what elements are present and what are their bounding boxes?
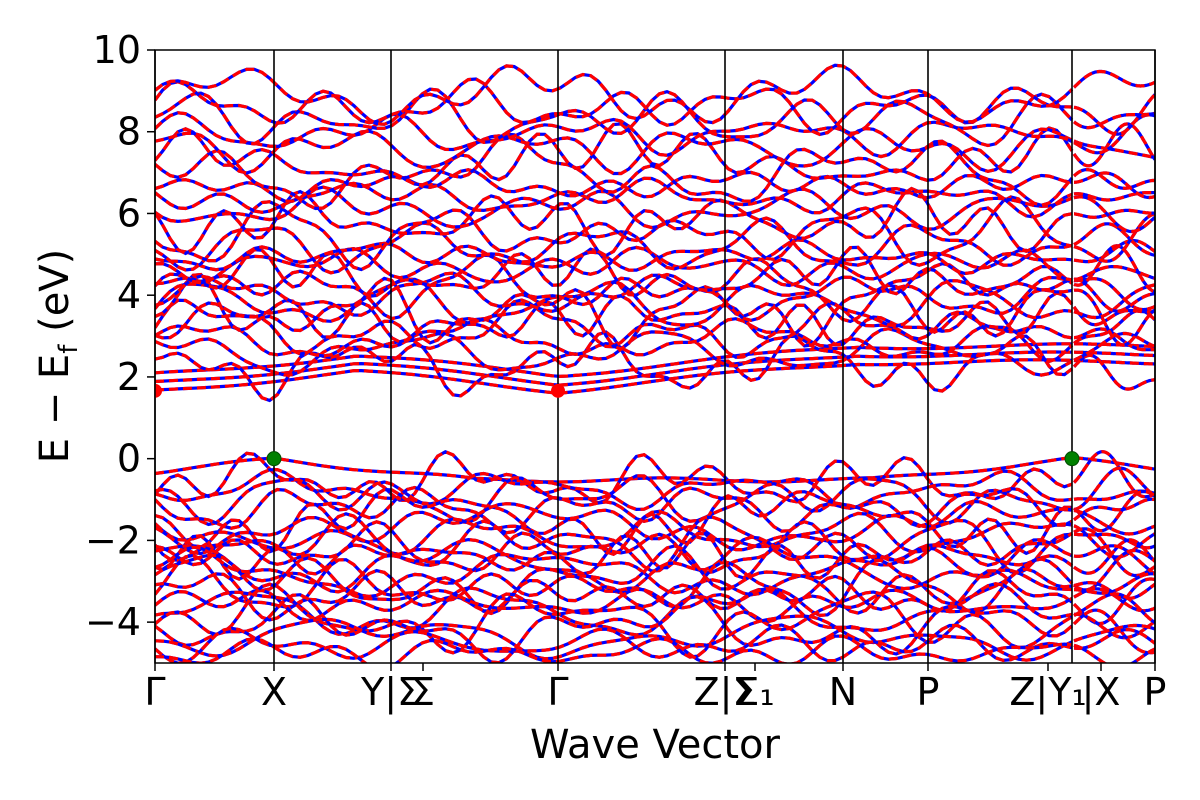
y-tick-label: 8 bbox=[117, 110, 141, 154]
band-line-spin-up bbox=[155, 634, 1155, 663]
y-tick-label: 0 bbox=[117, 437, 141, 481]
band-line-spin-up bbox=[155, 271, 1155, 323]
x-tick-label: Z|Σ bbox=[694, 670, 757, 715]
band-line-spin-up bbox=[155, 132, 1155, 211]
y-tick-label: 4 bbox=[117, 273, 141, 317]
x-axis-ticks: Γ X Y|ΣΣ Γ Z|ΣΣ₁ N P Z|Y₁|X P bbox=[144, 663, 1166, 715]
band-line-spin-up bbox=[155, 582, 1155, 640]
band-line-spin-up bbox=[155, 185, 1155, 234]
band-line-spin-up bbox=[155, 623, 1155, 663]
band-line-spin-down bbox=[155, 342, 1155, 379]
band-line-spin-up bbox=[155, 499, 1155, 552]
band-line-spin-up bbox=[155, 238, 1155, 276]
y-axis-title-unit: (eV) bbox=[32, 249, 78, 345]
x-tick-label: Σ bbox=[411, 670, 435, 714]
band-line-spin-up bbox=[155, 456, 1155, 484]
band-line-spin-up bbox=[155, 111, 1155, 159]
x-tick-label: |X bbox=[1082, 670, 1121, 715]
x-tick-label: N bbox=[829, 670, 857, 714]
x-tick-label: X bbox=[261, 670, 287, 714]
band-line-spin-up bbox=[155, 63, 1155, 126]
x-tick-label: Γ bbox=[547, 670, 568, 714]
x-axis-title: Wave Vector bbox=[530, 722, 781, 768]
band-line-spin-up bbox=[155, 466, 1155, 527]
band-line-spin-up bbox=[155, 582, 1155, 659]
svg-text:E − Ef (eV): E − Ef (eV) bbox=[32, 249, 84, 464]
x-tick-label: P bbox=[1144, 670, 1167, 714]
band-line-spin-up bbox=[155, 126, 1155, 176]
vbm-marker bbox=[266, 451, 282, 467]
band-line-spin-up bbox=[155, 467, 1155, 512]
y-axis-title-main: E − E bbox=[32, 354, 78, 464]
vbm-marker bbox=[1064, 451, 1080, 467]
band-line-spin-up bbox=[155, 176, 1155, 219]
band-line-spin-up bbox=[155, 277, 1155, 328]
y-tick-label: 10 bbox=[93, 28, 141, 72]
y-tick-label: 6 bbox=[117, 191, 141, 235]
x-tick-label: P bbox=[917, 670, 940, 714]
band-line-spin-up bbox=[155, 253, 1155, 324]
band-line-spin-up bbox=[155, 545, 1155, 599]
extrema-markers bbox=[155, 383, 1080, 467]
band-line-spin-up bbox=[155, 168, 1155, 203]
band-line-spin-down bbox=[155, 358, 1155, 395]
x-tick-label: Σ₁ bbox=[735, 670, 774, 714]
x-tick-label: Z|Y₁ bbox=[1009, 670, 1086, 715]
x-tick-label: Γ bbox=[144, 670, 165, 714]
bands-layer bbox=[155, 63, 1155, 663]
band-line-spin-up bbox=[155, 195, 1155, 272]
band-line-spin-up bbox=[155, 244, 1155, 299]
band-line-spin-up bbox=[155, 487, 1155, 556]
cbm-marker bbox=[155, 383, 162, 398]
y-tick-label: 2 bbox=[117, 355, 141, 399]
plot-frame bbox=[154, 49, 1156, 664]
band-line-spin-up bbox=[155, 614, 1155, 662]
y-axis-title-subscript: f bbox=[54, 344, 84, 354]
y-tick-label: −2 bbox=[85, 518, 141, 562]
band-line-spin-up bbox=[155, 77, 1155, 137]
y-tick-label: −4 bbox=[85, 600, 141, 644]
y-axis-ticks: −4 −2 0 2 4 6 8 10 bbox=[85, 28, 155, 644]
cbm-marker bbox=[551, 383, 565, 398]
band-line-spin-up bbox=[155, 272, 1155, 351]
x-tick-label: Y|Σ bbox=[360, 670, 421, 715]
band-line-spin-up bbox=[155, 450, 1155, 505]
y-axis-title: E − Ef (eV) bbox=[32, 249, 84, 464]
